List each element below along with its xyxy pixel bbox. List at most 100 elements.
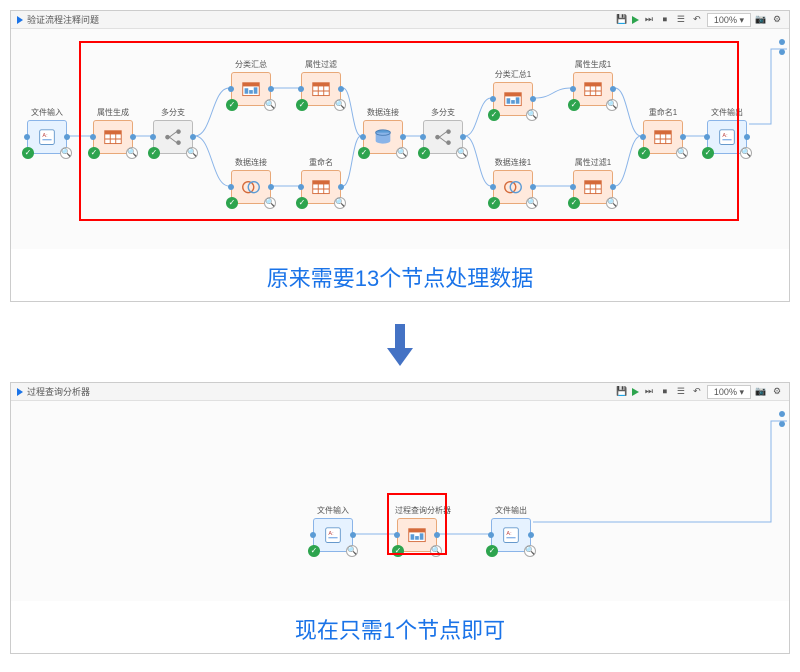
- node-port-out[interactable]: [460, 134, 466, 140]
- inspect-icon[interactable]: 🔍: [740, 147, 752, 159]
- node-port-out[interactable]: [268, 184, 274, 190]
- node-port-in[interactable]: [490, 96, 496, 102]
- node-port-in[interactable]: [298, 184, 304, 190]
- node-port-out[interactable]: [680, 134, 686, 140]
- node-body[interactable]: ✓🔍: [573, 72, 613, 106]
- gear-icon[interactable]: ⚙: [771, 386, 783, 398]
- node-port-in[interactable]: [570, 184, 576, 190]
- node-port-out[interactable]: [400, 134, 406, 140]
- workflow-node[interactable]: 文件输入A:✓🔍: [311, 505, 355, 552]
- workflow-node[interactable]: 数据连接✓🔍: [361, 107, 405, 154]
- node-body[interactable]: ✓🔍: [231, 170, 271, 204]
- node-port-out[interactable]: [338, 86, 344, 92]
- inspect-icon[interactable]: 🔍: [334, 197, 346, 209]
- node-body[interactable]: ✓🔍: [643, 120, 683, 154]
- workflow-node[interactable]: 多分支✓🔍: [421, 107, 465, 154]
- inspect-icon[interactable]: 🔍: [526, 197, 538, 209]
- node-port-out[interactable]: [338, 184, 344, 190]
- node-body[interactable]: ✓🔍: [301, 72, 341, 106]
- workflow-node[interactable]: 属性生成✓🔍: [91, 107, 135, 154]
- inspect-icon[interactable]: 🔍: [396, 147, 408, 159]
- node-port-in[interactable]: [570, 86, 576, 92]
- step-icon[interactable]: ⏭: [643, 386, 655, 398]
- inspect-icon[interactable]: 🔍: [456, 147, 468, 159]
- node-port-in[interactable]: [228, 86, 234, 92]
- gear-icon[interactable]: ⚙: [771, 14, 783, 26]
- node-body[interactable]: ✓🔍: [573, 170, 613, 204]
- node-body[interactable]: ✓🔍: [231, 72, 271, 106]
- workflow-node[interactable]: 数据连接1✓🔍: [491, 157, 535, 204]
- node-port-in[interactable]: [704, 134, 710, 140]
- node-port-out[interactable]: [434, 532, 440, 538]
- undo-icon[interactable]: ↶: [691, 14, 703, 26]
- node-body[interactable]: ✓🔍: [493, 82, 533, 116]
- inspect-icon[interactable]: 🔍: [430, 545, 442, 557]
- node-port-in[interactable]: [24, 134, 30, 140]
- workflow-node[interactable]: 分类汇总1✓🔍: [491, 69, 535, 116]
- node-body[interactable]: ✓🔍: [301, 170, 341, 204]
- node-port-in[interactable]: [360, 134, 366, 140]
- inspect-icon[interactable]: 🔍: [346, 545, 358, 557]
- workflow-node[interactable]: 重命名✓🔍: [299, 157, 343, 204]
- workflow-node[interactable]: 多分支✓🔍: [151, 107, 195, 154]
- inspect-icon[interactable]: 🔍: [526, 109, 538, 121]
- step-icon[interactable]: ⏭: [643, 14, 655, 26]
- node-body[interactable]: A:✓🔍: [313, 518, 353, 552]
- inspect-icon[interactable]: 🔍: [126, 147, 138, 159]
- node-port-out[interactable]: [130, 134, 136, 140]
- node-body[interactable]: ✓🔍: [423, 120, 463, 154]
- node-port-in[interactable]: [150, 134, 156, 140]
- node-body[interactable]: A:✓🔍: [491, 518, 531, 552]
- workflow-node[interactable]: 重命名1✓🔍: [641, 107, 685, 154]
- stop-icon[interactable]: ⏹: [659, 386, 671, 398]
- save-icon[interactable]: 💾: [616, 386, 628, 398]
- workflow-node[interactable]: 分类汇总✓🔍: [229, 59, 273, 106]
- stop-icon[interactable]: ⏹: [659, 14, 671, 26]
- node-port-out[interactable]: [268, 86, 274, 92]
- workflow-node[interactable]: 过程查询分析器✓🔍: [395, 505, 439, 552]
- node-port-out[interactable]: [190, 134, 196, 140]
- camera-icon[interactable]: 📷: [755, 14, 767, 26]
- node-port-in[interactable]: [490, 184, 496, 190]
- node-body[interactable]: ✓🔍: [93, 120, 133, 154]
- node-port-in[interactable]: [310, 532, 316, 538]
- workflow-canvas[interactable]: 文件输入A:✓🔍 过程查询分析器✓🔍 文件输出A:✓🔍: [11, 401, 789, 601]
- node-port-in[interactable]: [90, 134, 96, 140]
- zoom-selector[interactable]: 100% ▾: [707, 13, 751, 27]
- inspect-icon[interactable]: 🔍: [524, 545, 536, 557]
- node-port-in[interactable]: [640, 134, 646, 140]
- node-body[interactable]: A:✓🔍: [707, 120, 747, 154]
- run-icon[interactable]: [632, 388, 639, 396]
- node-port-in[interactable]: [488, 532, 494, 538]
- workflow-node[interactable]: 文件输出A:✓🔍: [705, 107, 749, 154]
- zoom-selector[interactable]: 100% ▾: [707, 385, 751, 399]
- inspect-icon[interactable]: 🔍: [676, 147, 688, 159]
- node-body[interactable]: ✓🔍: [397, 518, 437, 552]
- save-icon[interactable]: 💾: [616, 14, 628, 26]
- node-body[interactable]: ✓🔍: [153, 120, 193, 154]
- inspect-icon[interactable]: 🔍: [606, 99, 618, 111]
- list-icon[interactable]: ☰: [675, 386, 687, 398]
- workflow-node[interactable]: 文件输入A:✓🔍: [25, 107, 69, 154]
- node-port-in[interactable]: [394, 532, 400, 538]
- workflow-node[interactable]: 属性过滤1✓🔍: [571, 157, 615, 204]
- workflow-node[interactable]: 属性过滤✓🔍: [299, 59, 343, 106]
- undo-icon[interactable]: ↶: [691, 386, 703, 398]
- node-port-in[interactable]: [298, 86, 304, 92]
- workflow-node[interactable]: 文件输出A:✓🔍: [489, 505, 533, 552]
- workflow-canvas[interactable]: 文件输入A:✓🔍 属性生成✓🔍 多分支✓🔍 分类汇总✓🔍 数据连接✓🔍 属性过滤✓🔍 重命名…: [11, 29, 789, 249]
- node-port-in[interactable]: [228, 184, 234, 190]
- inspect-icon[interactable]: 🔍: [264, 99, 276, 111]
- node-body[interactable]: ✓🔍: [493, 170, 533, 204]
- node-port-out[interactable]: [64, 134, 70, 140]
- inspect-icon[interactable]: 🔍: [60, 147, 72, 159]
- node-port-out[interactable]: [530, 184, 536, 190]
- node-port-out[interactable]: [528, 532, 534, 538]
- node-port-out[interactable]: [610, 86, 616, 92]
- inspect-icon[interactable]: 🔍: [334, 99, 346, 111]
- run-icon[interactable]: [632, 16, 639, 24]
- workflow-node[interactable]: 属性生成1✓🔍: [571, 59, 615, 106]
- list-icon[interactable]: ☰: [675, 14, 687, 26]
- node-port-out[interactable]: [350, 532, 356, 538]
- inspect-icon[interactable]: 🔍: [606, 197, 618, 209]
